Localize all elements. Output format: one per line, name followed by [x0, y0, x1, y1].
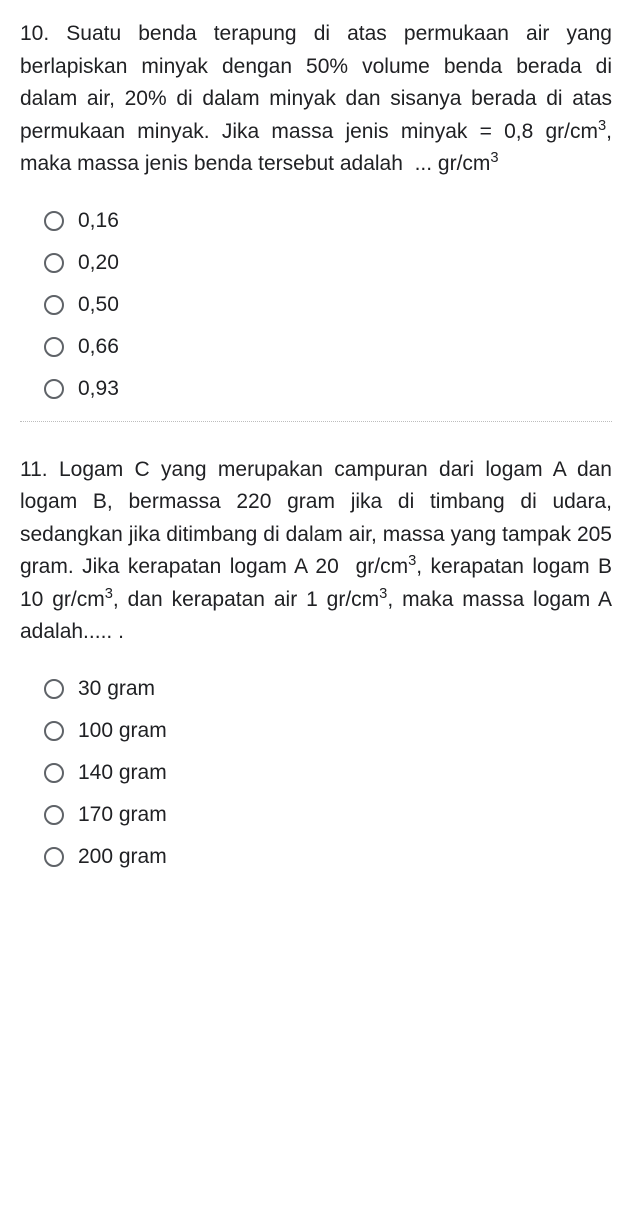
question-10: 10. Suatu benda terapung di atas permuka…: [20, 18, 612, 401]
option-item[interactable]: 0,93: [44, 377, 612, 401]
radio-icon: [44, 253, 64, 273]
option-item[interactable]: 0,50: [44, 293, 612, 317]
radio-icon: [44, 847, 64, 867]
option-label: 100 gram: [78, 719, 167, 743]
radio-icon: [44, 337, 64, 357]
option-label: 30 gram: [78, 677, 155, 701]
option-label: 0,50: [78, 293, 119, 317]
option-label: 140 gram: [78, 761, 167, 785]
option-label: 170 gram: [78, 803, 167, 827]
option-item[interactable]: 0,66: [44, 335, 612, 359]
question-text: 11. Logam C yang merupakan campuran dari…: [20, 454, 612, 649]
radio-icon: [44, 805, 64, 825]
radio-icon: [44, 379, 64, 399]
question-divider: [20, 421, 612, 422]
question-11-options: 30 gram 100 gram 140 gram 170 gram 200 g…: [20, 677, 612, 869]
radio-icon: [44, 679, 64, 699]
option-label: 0,20: [78, 251, 119, 275]
option-item[interactable]: 0,20: [44, 251, 612, 275]
option-label: 0,16: [78, 209, 119, 233]
option-item[interactable]: 170 gram: [44, 803, 612, 827]
option-item[interactable]: 140 gram: [44, 761, 612, 785]
question-text: 10. Suatu benda terapung di atas permuka…: [20, 18, 612, 181]
option-item[interactable]: 0,16: [44, 209, 612, 233]
option-label: 200 gram: [78, 845, 167, 869]
question-10-options: 0,16 0,20 0,50 0,66 0,93: [20, 209, 612, 401]
option-item[interactable]: 30 gram: [44, 677, 612, 701]
radio-icon: [44, 295, 64, 315]
option-label: 0,66: [78, 335, 119, 359]
radio-icon: [44, 211, 64, 231]
radio-icon: [44, 721, 64, 741]
option-item[interactable]: 100 gram: [44, 719, 612, 743]
option-label: 0,93: [78, 377, 119, 401]
option-item[interactable]: 200 gram: [44, 845, 612, 869]
question-11: 11. Logam C yang merupakan campuran dari…: [20, 454, 612, 869]
radio-icon: [44, 763, 64, 783]
